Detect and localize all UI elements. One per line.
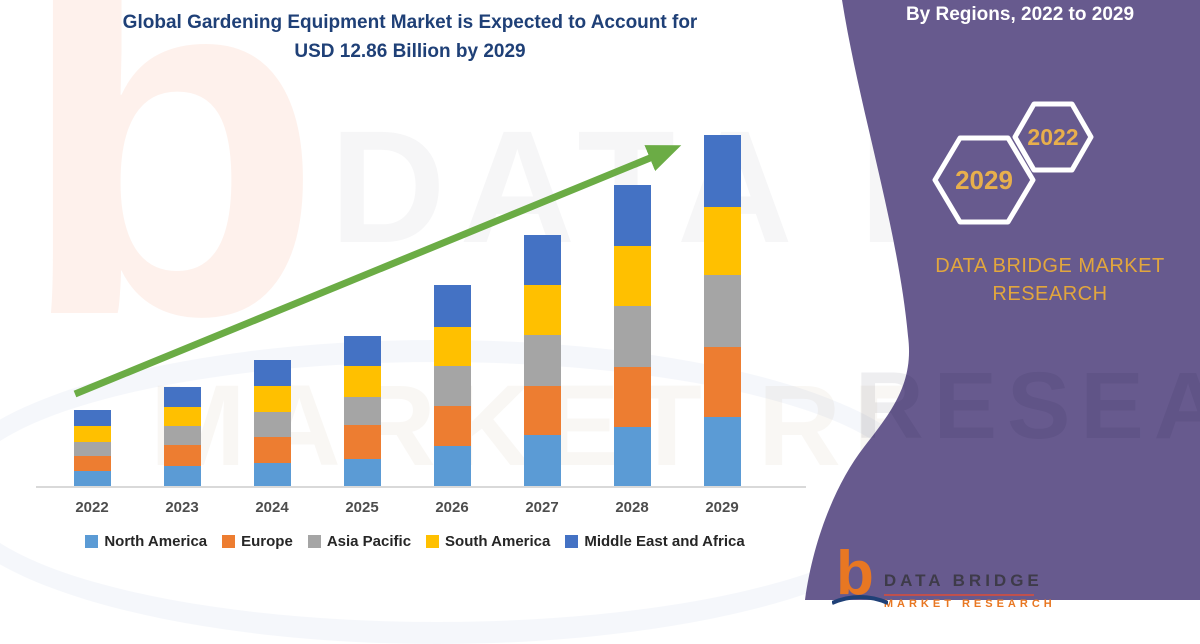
legend-item: South America xyxy=(426,533,550,550)
bar-segment-asia-pacific xyxy=(253,412,291,437)
legend-label: Asia Pacific xyxy=(326,533,412,550)
bar-segment-north-america xyxy=(523,435,561,487)
chart-title: Global Gardening Equipment Market is Exp… xyxy=(60,8,760,66)
bar-segment-middle-east-and-africa xyxy=(613,185,651,246)
bar-segment-north-america xyxy=(433,446,471,487)
panel-brand-line1: DATA BRIDGE MARKET xyxy=(935,255,1165,277)
chart-title-line1: Global Gardening Equipment Market is Exp… xyxy=(122,12,698,33)
hexagon-2029-label: 2029 xyxy=(955,165,1013,195)
hexagon-2022-label: 2022 xyxy=(1027,124,1079,150)
footer-logo-brand: DATA BRIDGE xyxy=(883,571,1043,590)
bar-segment-europe xyxy=(613,366,651,427)
panel-watermark-fragment: RESEARCH xyxy=(855,353,1200,459)
bar-segment-asia-pacific xyxy=(433,365,471,406)
bar-segment-south-america xyxy=(73,426,111,442)
panel-brand-line2: RESEARCH xyxy=(992,283,1108,305)
legend-swatch xyxy=(85,535,99,548)
bar-segment-south-america xyxy=(253,385,291,413)
legend-label: South America xyxy=(445,533,551,550)
x-axis-label: 2029 xyxy=(705,499,739,516)
bar-segment-europe xyxy=(523,385,561,436)
legend-label: North America xyxy=(104,533,208,550)
x-axis-label: 2025 xyxy=(345,499,379,516)
bar-segment-asia-pacific xyxy=(523,334,561,386)
bar-segment-north-america xyxy=(613,426,651,487)
bar-segment-middle-east-and-africa xyxy=(343,335,381,366)
bar-segment-europe xyxy=(163,445,201,467)
legend-label: Middle East and Africa xyxy=(584,533,745,550)
footer-logo-rule xyxy=(883,594,1034,596)
bar-segment-europe xyxy=(343,425,381,459)
bar-segment-north-america xyxy=(73,471,111,487)
bar-segment-north-america xyxy=(253,462,291,487)
chart-title-line2: USD 12.86 Billion by 2029 xyxy=(294,41,526,62)
panel-brand-text: DATA BRIDGE MARKET RESEARCH xyxy=(905,252,1195,308)
bar-segment-middle-east-and-africa xyxy=(703,135,741,207)
bar-segment-south-america xyxy=(343,365,381,397)
x-axis-label: 2027 xyxy=(525,499,559,516)
legend-swatch xyxy=(565,535,579,548)
x-axis-label: 2026 xyxy=(435,499,469,516)
legend: North America Europe Asia Pacific South Ame… xyxy=(30,533,800,550)
legend-item: North America xyxy=(85,533,207,550)
chart-plot: 2022 2023 2024 2025 2026 2027 2028 2029 xyxy=(40,129,800,516)
bar-segment-middle-east-and-africa xyxy=(73,410,111,427)
bar-segment-asia-pacific xyxy=(613,305,651,367)
bar-segment-south-america xyxy=(163,406,201,427)
panel-heading: By Regions, 2022 to 2029 xyxy=(905,4,1135,25)
legend-item: Asia Pacific xyxy=(307,533,412,550)
bar-segment-south-america xyxy=(433,326,471,366)
bar-segment-middle-east-and-africa xyxy=(163,386,201,407)
bar-segment-south-america xyxy=(703,206,741,275)
bar-segment-north-america xyxy=(703,416,741,487)
bar-segment-middle-east-and-africa xyxy=(433,285,471,327)
bar-segment-europe xyxy=(703,347,741,417)
bar-segment-asia-pacific xyxy=(73,441,111,456)
x-axis-line xyxy=(36,486,806,488)
bar-segment-asia-pacific xyxy=(703,274,741,348)
bar-segment-asia-pacific xyxy=(163,426,201,446)
x-axis-label: 2028 xyxy=(615,499,649,516)
legend-item: Middle East and Africa xyxy=(565,533,745,550)
bar-segment-middle-east-and-africa xyxy=(253,360,291,386)
legend-item: Europe xyxy=(222,533,293,550)
legend-swatch xyxy=(222,535,236,548)
footer-logo: b DATA BRIDGE MARKET RESEARCH xyxy=(832,543,1056,610)
x-axis-label: 2024 xyxy=(255,499,289,516)
bar-segment-middle-east-and-africa xyxy=(523,235,561,285)
bar-segment-south-america xyxy=(613,245,651,306)
bar-segment-europe xyxy=(73,455,111,472)
bar-segment-north-america xyxy=(343,458,381,487)
x-axis-label: 2022 xyxy=(75,499,109,516)
legend-swatch xyxy=(426,535,440,548)
bar-segment-north-america xyxy=(163,466,201,487)
bar-segment-south-america xyxy=(523,284,561,335)
legend-swatch xyxy=(307,535,321,548)
footer-logo-bridge-icon xyxy=(832,595,888,605)
footer-logo-b-icon: b xyxy=(832,543,888,605)
bar-segment-europe xyxy=(253,436,291,463)
bar-segment-europe xyxy=(433,405,471,447)
bar-segment-asia-pacific xyxy=(343,396,381,426)
footer-logo-text: DATA BRIDGE MARKET RESEARCH xyxy=(883,549,1056,610)
legend-label: Europe xyxy=(241,533,293,550)
x-axis-label: 2023 xyxy=(165,499,199,516)
